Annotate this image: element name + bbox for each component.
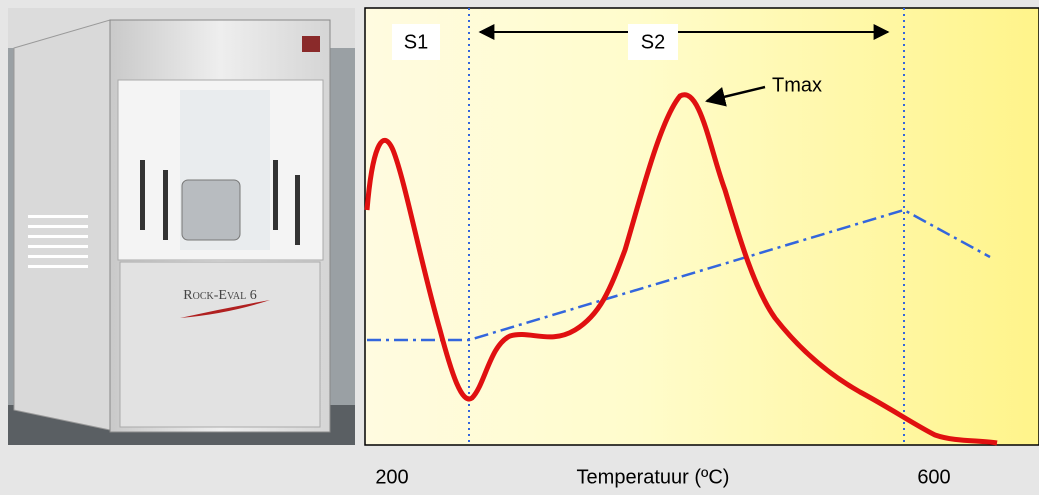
handle <box>273 160 278 230</box>
signal-curve <box>364 92 998 446</box>
pyrogram: S1 S2 Tmax <box>364 7 1039 446</box>
handle <box>163 170 168 240</box>
peak-label: S1 <box>404 31 428 53</box>
instrument-photo: Rock-Eval 6 <box>8 8 355 445</box>
temperature-program <box>367 208 991 342</box>
brand-label: Rock-Eval 6 <box>183 288 256 303</box>
vents <box>28 215 88 268</box>
plot-area <box>364 7 1039 446</box>
peak-label: S2 <box>641 31 665 53</box>
logo <box>302 36 320 52</box>
lower-door <box>119 261 321 428</box>
handle <box>295 175 300 245</box>
carousel <box>181 179 241 241</box>
tmax-arrow <box>705 85 766 107</box>
label-box <box>628 24 678 60</box>
axis-start: 200 <box>375 466 408 488</box>
axis-label: Temperatuur (ºC) <box>577 466 730 488</box>
tmax-label: Tmax <box>772 74 822 96</box>
brand-swoosh <box>180 300 270 318</box>
handle <box>140 160 145 230</box>
label-box <box>392 24 440 60</box>
axis-end: 600 <box>917 466 950 488</box>
